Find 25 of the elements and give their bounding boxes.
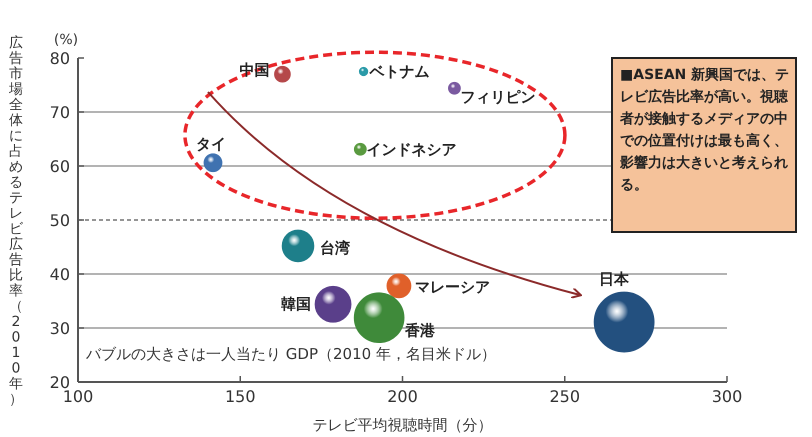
annotation: 香港 [404,322,436,340]
y-tick-label: 40 [50,265,70,284]
y-tick-label: 80 [50,49,70,68]
annotation: インドネシア [366,140,456,158]
y-tick-label: 60 [50,157,70,176]
annotation: ベトナム [368,62,430,80]
y-axis-title: 広告市場全体に占めるテレビ広告比率（2010年） [9,34,23,408]
annotation: バブルの大きさは一人当たり GDP（2010 年，名目米ドル） [85,345,496,363]
x-tick-label: 250 [549,387,580,406]
annotation: タイ [196,134,226,153]
y-tick-label: 30 [50,319,70,338]
annotation: 台湾 [320,238,350,257]
text: (%) [54,32,78,48]
annotation: マレーシア [414,278,490,296]
y-tick-label: 50 [50,211,70,230]
y-tick-label: 70 [50,103,70,122]
annotation: 韓国 [281,295,312,314]
x-tick-label: 300 [712,387,742,406]
annotation: 日本 [599,270,630,288]
x-tick-label: 200 [387,387,418,406]
x-axis-title: テレビ平均視聴時間（分） [312,416,492,434]
annotation: フィリピン [460,88,536,106]
annotation: ■ASEAN 新興国では、テレビ広告比率が高い。視聴者が接触するメディアの中での位置付けは最も高く、影響力は大きいと考えられる。 [620,66,790,195]
x-tick-label: 100 [62,387,94,406]
x-tick-label: 150 [224,387,256,406]
